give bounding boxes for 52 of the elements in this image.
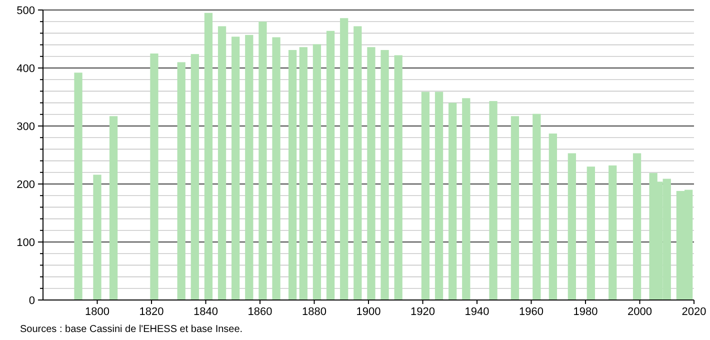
bar — [74, 72, 82, 300]
y-tick-label: 100 — [16, 236, 35, 249]
bar — [258, 22, 267, 300]
x-tick-label: 1980 — [573, 306, 598, 318]
bar — [608, 165, 617, 300]
bar — [354, 26, 362, 300]
x-tick-label: 1840 — [194, 306, 218, 318]
bar — [299, 47, 308, 300]
bar — [177, 62, 186, 300]
bar — [586, 166, 595, 300]
x-tick-label: 1920 — [410, 306, 435, 318]
bar — [448, 102, 457, 300]
bar — [204, 12, 213, 300]
x-tick-label: 1800 — [85, 306, 110, 318]
bar — [632, 153, 642, 300]
bar — [109, 116, 118, 300]
bar — [190, 54, 199, 300]
bar — [380, 50, 389, 300]
x-tick-label: 2000 — [628, 306, 652, 318]
x-tick-label: 2020 — [682, 306, 706, 318]
bar — [462, 98, 470, 300]
bar — [245, 34, 254, 300]
x-tick-label: 1940 — [464, 306, 490, 318]
x-tick-label: 1880 — [302, 306, 326, 318]
bar — [150, 54, 158, 300]
bar — [326, 30, 335, 300]
bar — [232, 36, 240, 300]
x-tick-label: 1960 — [519, 306, 544, 318]
bar — [548, 134, 558, 300]
bar — [288, 50, 297, 300]
bar — [434, 92, 444, 300]
y-tick-label: 200 — [16, 178, 35, 191]
x-tick-label: 1860 — [248, 306, 272, 318]
bar — [421, 92, 430, 300]
x-tick-label: 1820 — [139, 306, 164, 318]
bar — [489, 101, 498, 300]
bar — [272, 37, 280, 300]
bar — [510, 116, 520, 300]
source-note: Sources : base Cassini de l'EHESS et base Insee. — [20, 324, 243, 335]
y-tick-label: 400 — [16, 62, 35, 75]
y-tick-label: 0 — [28, 294, 35, 307]
bar — [312, 44, 322, 300]
bar — [568, 153, 576, 300]
bar — [367, 47, 376, 300]
y-tick-label: 300 — [16, 120, 35, 133]
bar — [532, 114, 541, 300]
bar — [93, 174, 102, 300]
bar — [394, 55, 402, 300]
bar — [218, 26, 226, 300]
x-tick-label: 1900 — [356, 306, 381, 318]
y-tick-label: 500 — [16, 4, 35, 17]
bar — [340, 18, 348, 300]
